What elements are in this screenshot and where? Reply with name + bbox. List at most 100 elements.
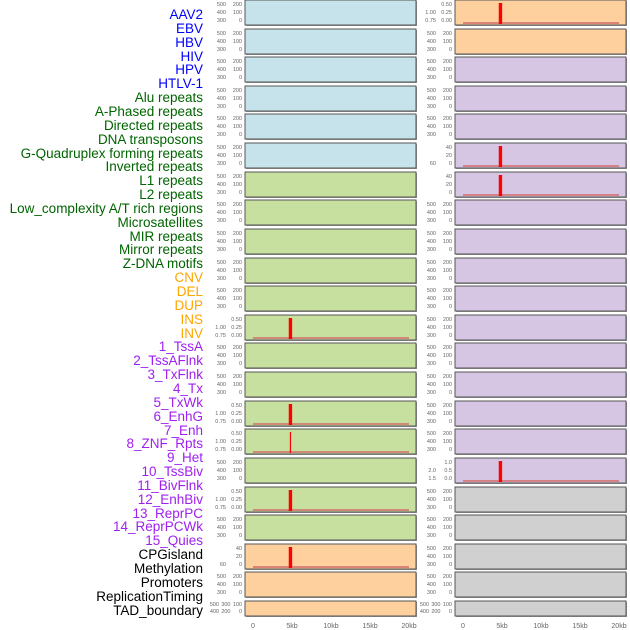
signal-bar: [288, 547, 293, 568]
y-tick-label: 400: [427, 210, 436, 216]
y-tick-label: 400: [427, 525, 436, 531]
y-tick-label: 0.50: [441, 2, 452, 8]
y-tick-label: 0: [239, 218, 242, 224]
y-tick-label: 500: [217, 145, 226, 151]
y-tick-label: 0: [449, 447, 452, 453]
y-tick-label: 0: [239, 390, 242, 396]
y-tick-label: 20: [236, 554, 242, 560]
track-label: CPGisland: [138, 547, 203, 563]
y-tick-label: 300: [427, 47, 436, 53]
y-tick-label: 0: [449, 247, 452, 253]
y-tick-label: 0: [239, 304, 242, 310]
track-panel: [454, 257, 627, 284]
y-tick-label: 500: [217, 88, 226, 94]
track-panel: [454, 56, 627, 83]
y-tick-label: 200: [233, 517, 242, 523]
y-tick-label: 1.5: [428, 476, 436, 482]
y-tick-label: 0.75: [215, 419, 226, 425]
track-panel: [244, 342, 417, 369]
track-label: G-Quadruplex forming repeats: [20, 145, 203, 161]
y-tick-label: 300: [221, 602, 230, 608]
y-tick-label: 0: [239, 609, 242, 615]
track-panel: [454, 142, 627, 169]
y-tick-label: 60: [430, 161, 436, 167]
track-panel: [244, 400, 417, 427]
y-tick-label: 200: [443, 260, 452, 266]
y-tick-label: 20: [446, 182, 452, 188]
track-label: Z-DNA motifs: [122, 256, 203, 272]
y-tick-label: 300: [217, 190, 226, 196]
y-tick-label: 0: [449, 104, 452, 110]
y-tick-label: 200: [443, 231, 452, 237]
y-tick-label: 400: [217, 182, 226, 188]
y-tick-label: 300: [217, 304, 226, 310]
y-tick-label: 0.0: [444, 476, 452, 482]
y-tick-label: 500: [427, 546, 436, 552]
track-label: HPV: [175, 62, 203, 78]
y-tick-label: 300: [427, 218, 436, 224]
y-tick-label: 200: [443, 116, 452, 122]
y-tick-label: 200: [221, 609, 230, 615]
y-tick-label: 200: [443, 546, 452, 552]
track-panel: [454, 28, 627, 55]
signal-bar: [498, 146, 503, 167]
track-label: HIV: [180, 48, 203, 64]
y-tick-label: 0: [449, 333, 452, 339]
track-panel: [454, 342, 627, 369]
track-label: Inverted repeats: [105, 159, 203, 175]
y-tick-label: 0: [449, 361, 452, 367]
y-tick-label: 300: [427, 333, 436, 339]
x-tick-label: 20kb: [401, 623, 416, 630]
y-tick-label: 300: [427, 104, 436, 110]
track-label: Alu repeats: [134, 90, 203, 106]
y-tick-label: 0.25: [231, 497, 242, 503]
x-tick-label: 20kb: [611, 623, 626, 630]
y-tick-label: 0.50: [231, 431, 242, 437]
track-panel: [244, 228, 417, 255]
signal-bar: [288, 490, 293, 511]
y-tick-label: 0.50: [231, 489, 242, 495]
y-tick-label: 200: [233, 59, 242, 65]
y-tick-label: 300: [431, 602, 440, 608]
y-tick-label: 400: [217, 153, 226, 159]
track-label: 3_TxFlnk: [147, 367, 203, 383]
y-tick-label: 400: [427, 67, 436, 73]
track-panel: [244, 571, 417, 598]
y-tick-label: 300: [217, 361, 226, 367]
y-tick-label: 0: [449, 132, 452, 138]
track-label: 14_ReprPCWk: [112, 519, 203, 535]
y-tick-label: 100: [233, 67, 242, 73]
y-tick-label: 200: [443, 403, 452, 409]
y-tick-label: 400: [217, 296, 226, 302]
y-tick-label: 500: [217, 31, 226, 37]
y-tick-label: 500: [217, 288, 226, 294]
track-label: HTLV-1: [158, 76, 203, 92]
y-tick-label: 40: [446, 174, 452, 180]
track-label: EBV: [175, 20, 203, 36]
signal-bar: [498, 3, 503, 24]
track-panel: [244, 171, 417, 198]
y-tick-label: 500: [217, 574, 226, 580]
y-tick-label: 400: [427, 439, 436, 445]
y-tick-label: 1.00: [215, 439, 226, 445]
y-tick-label: 200: [443, 317, 452, 323]
track-label: Promoters: [140, 574, 203, 590]
y-tick-label: 500: [217, 2, 226, 8]
y-tick-label: 0: [239, 533, 242, 539]
y-tick-label: 500: [427, 288, 436, 294]
track-label: INV: [180, 325, 203, 341]
y-tick-label: 500: [427, 317, 436, 323]
y-tick-label: 200: [443, 374, 452, 380]
y-tick-label: 200: [233, 574, 242, 580]
y-tick-label: 400: [217, 39, 226, 45]
y-tick-label: 100: [233, 602, 242, 608]
y-tick-label: 400: [427, 325, 436, 331]
track-panel: [244, 428, 417, 455]
y-tick-label: 300: [217, 247, 226, 253]
track-panel: [454, 486, 627, 513]
y-tick-label: 0: [239, 247, 242, 253]
y-tick-label: 200: [233, 374, 242, 380]
y-tick-label: 400: [217, 353, 226, 359]
y-tick-label: 100: [233, 239, 242, 245]
y-tick-label: 300: [217, 218, 226, 224]
